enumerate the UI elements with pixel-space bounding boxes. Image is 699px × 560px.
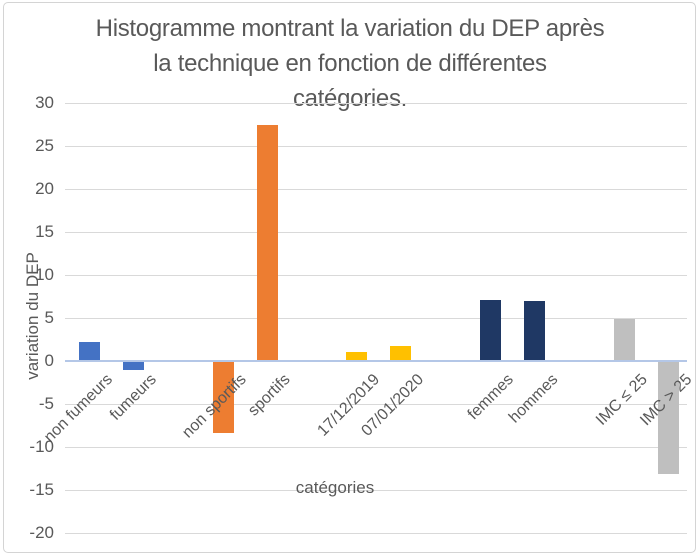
- gridline-y--15: [65, 490, 687, 491]
- bar-non-sportifs[interactable]: [213, 361, 234, 433]
- y-tick-label-30: 30: [35, 93, 54, 112]
- chart-title-line-1: Histogramme montrant la variation du DEP…: [95, 15, 605, 42]
- y-tick-label-0: 0: [44, 351, 54, 370]
- gridline-y--20: [65, 533, 687, 534]
- y-tick-label-15: 15: [35, 222, 54, 241]
- y-tick-label--10: -10: [29, 437, 54, 456]
- gridline-y--5: [65, 404, 687, 405]
- bar-imc-25[interactable]: [614, 319, 635, 361]
- chart-title-line-2: la technique en fonction de différentes: [153, 50, 547, 77]
- y-tick-label-5: 5: [44, 308, 54, 327]
- x-axis-zero-line: [65, 360, 687, 362]
- gridline-y-10: [65, 275, 687, 276]
- bar-femmes[interactable]: [480, 300, 501, 361]
- bar-non-fumeurs[interactable]: [79, 342, 100, 361]
- bar-07-01-2020[interactable]: [390, 346, 411, 361]
- bar-sportifs[interactable]: [257, 125, 278, 362]
- chart-title-line-3: catégories.: [292, 85, 408, 112]
- bar-hommes[interactable]: [524, 301, 545, 361]
- x-category-label-fumeurs: fumeurs: [107, 371, 161, 424]
- chart-title: Histogramme montrant la variation du DEP…: [20, 11, 680, 116]
- gridline-y-30: [65, 103, 687, 104]
- y-tick-label-20: 20: [35, 179, 54, 198]
- y-tick-label--5: -5: [38, 394, 54, 413]
- bar-fumeurs[interactable]: [123, 361, 144, 370]
- gridline-y-15: [65, 232, 687, 233]
- y-tick-label--15: -15: [29, 480, 54, 499]
- gridline-y--10: [65, 447, 687, 448]
- y-tick-label--20: -20: [29, 523, 54, 542]
- gridline-y-25: [65, 146, 687, 147]
- bar-17-12-2019[interactable]: [346, 352, 367, 361]
- x-axis-title: catégories: [295, 478, 375, 497]
- y-tick-label-25: 25: [35, 136, 54, 155]
- bar-imc-25[interactable]: [658, 361, 679, 474]
- gridline-y-5: [65, 318, 687, 319]
- gridline-y-20: [65, 189, 687, 190]
- y-tick-label-10: 10: [35, 265, 54, 284]
- x-category-label-sportifs: sportifs: [245, 371, 295, 420]
